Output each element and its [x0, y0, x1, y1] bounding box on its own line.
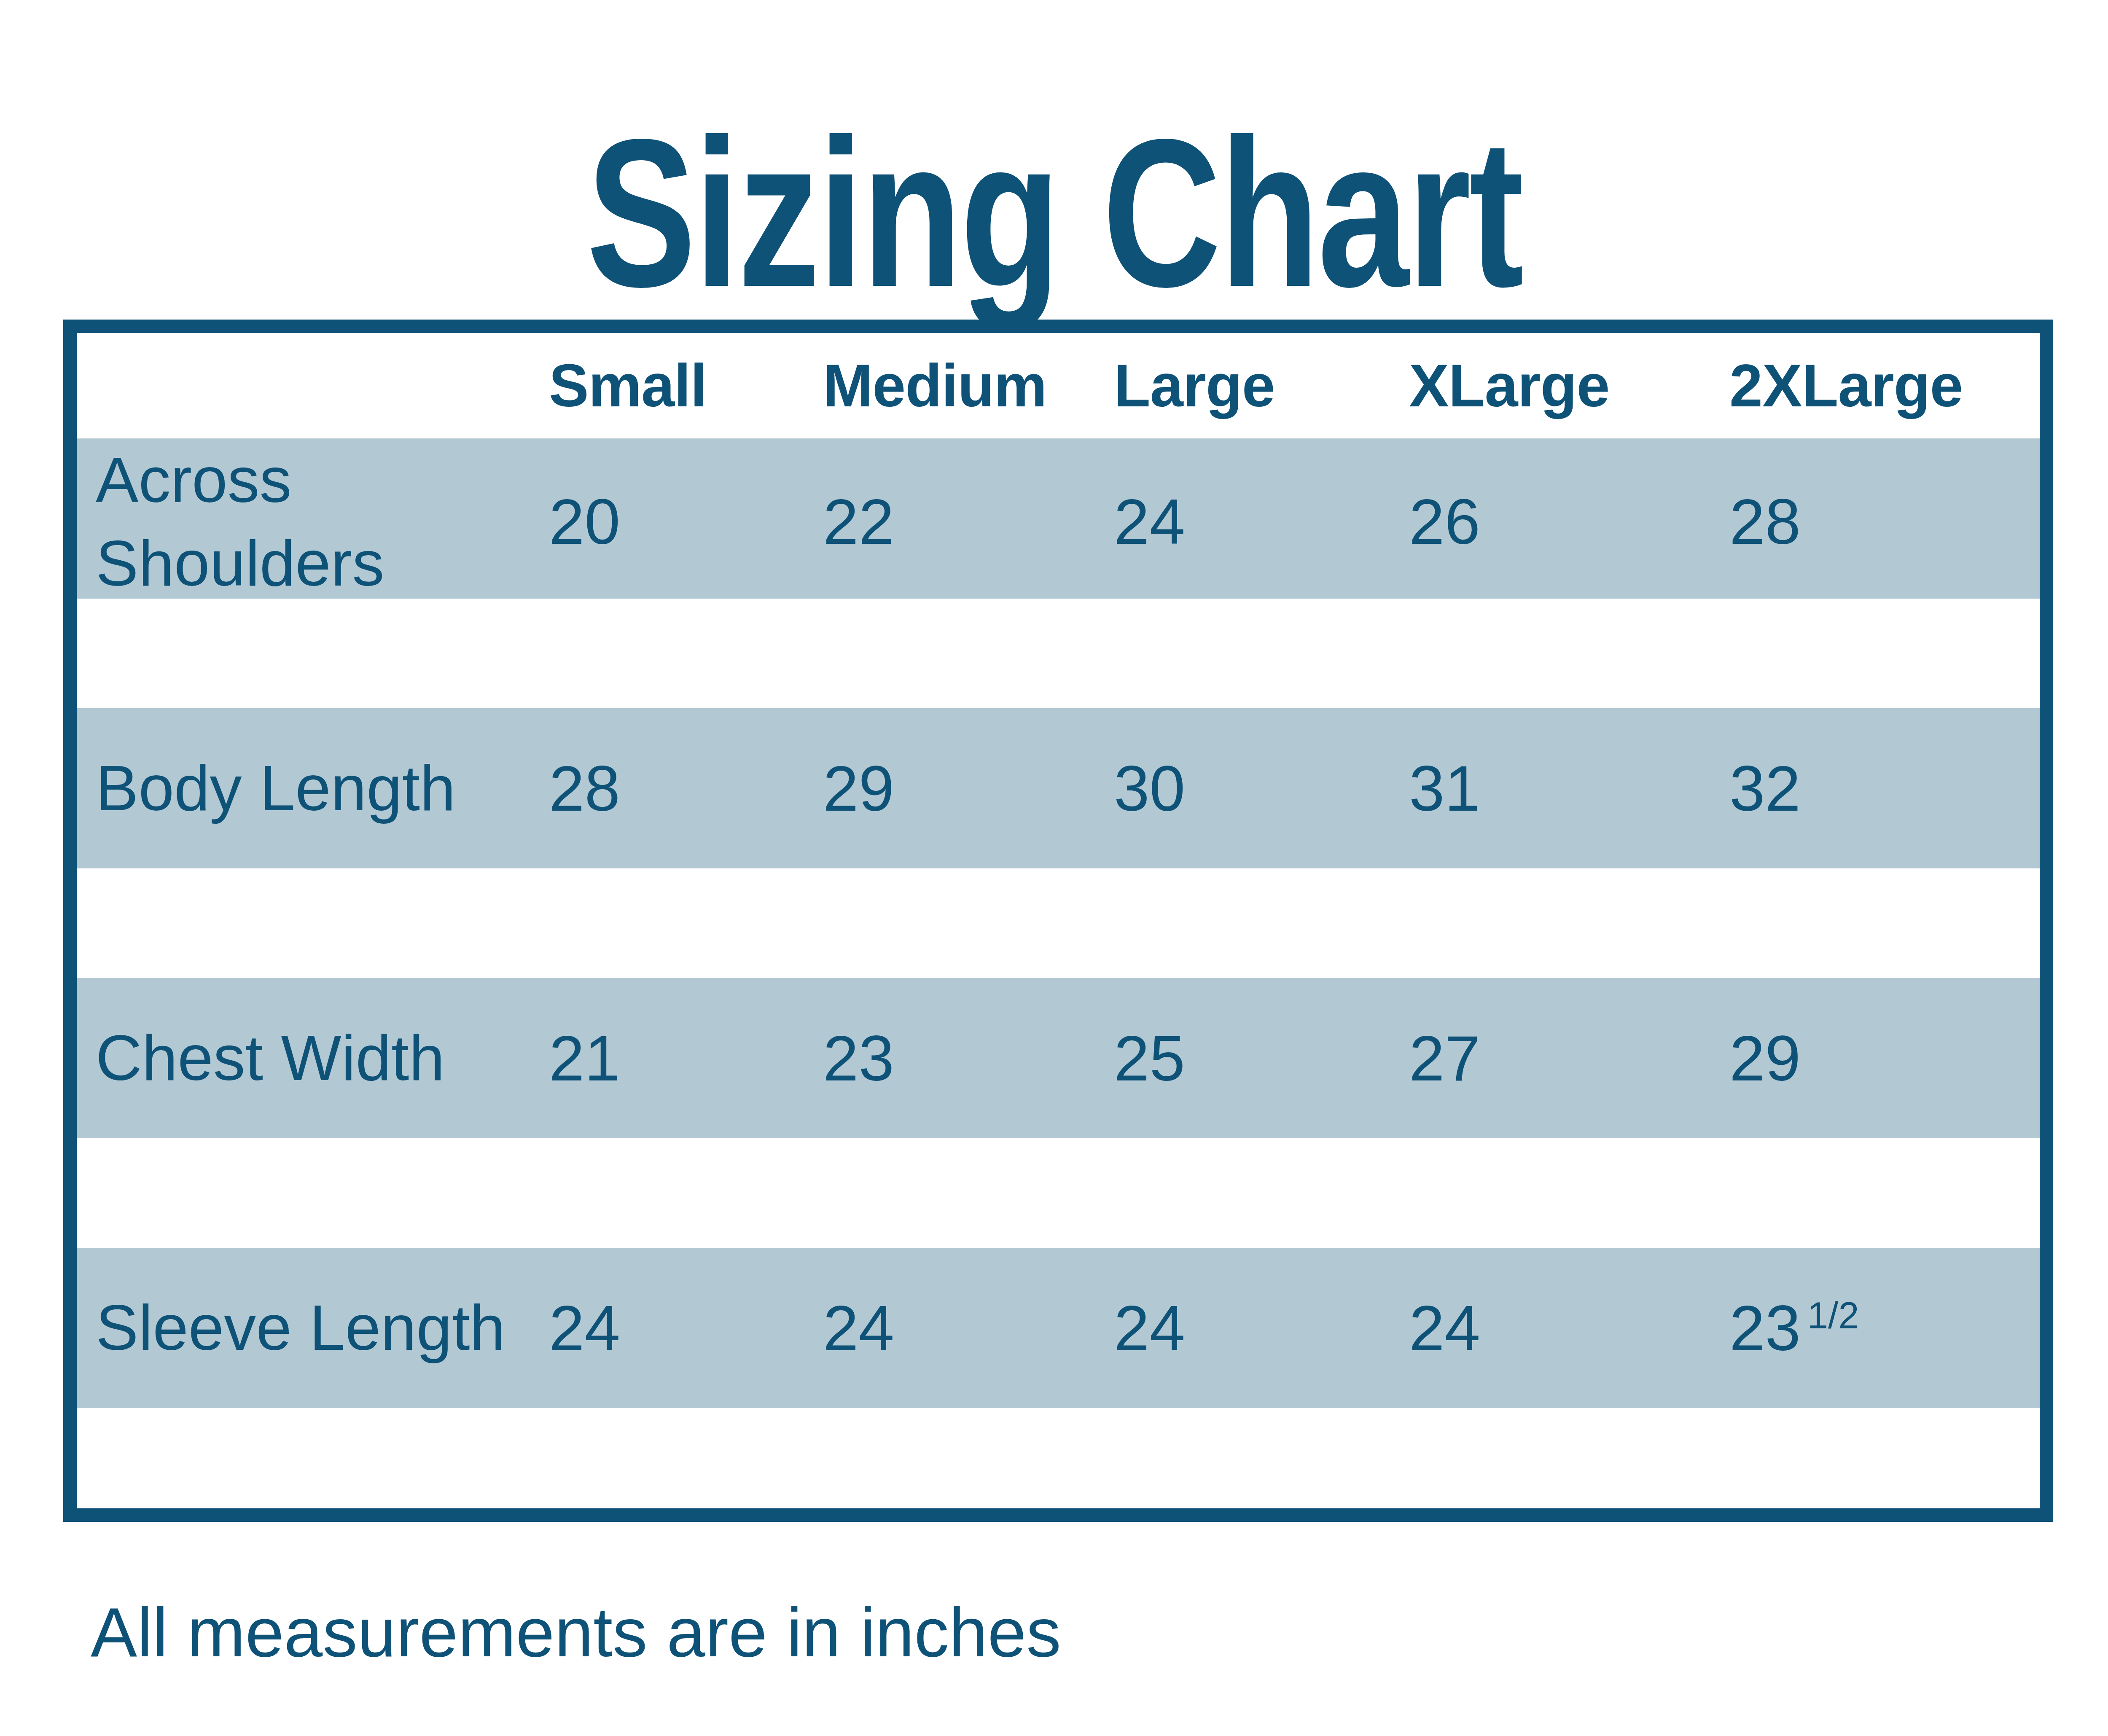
measurements-note: All measurements are in inches — [91, 1593, 1061, 1672]
cell-value: 30 — [1114, 752, 1409, 825]
row-label: Chest Width — [77, 1016, 549, 1100]
row-spacer — [77, 868, 2040, 978]
cell-value: 24 — [1114, 1291, 1409, 1365]
table-bottom-filler — [77, 1408, 2040, 1508]
page-title-text: Sizing Chart — [586, 107, 1522, 318]
cell-value: 20 — [549, 485, 823, 559]
cell-value: 23 — [823, 1021, 1114, 1095]
cell-value: 22 — [823, 485, 1114, 559]
column-header: Medium — [823, 351, 1114, 420]
page: Sizing Chart SmallMediumLargeXLarge2XLar… — [0, 0, 2108, 1736]
cell-value: 28 — [549, 752, 823, 825]
cell-value: 25 — [1114, 1021, 1409, 1095]
cell-value: 21 — [549, 1021, 823, 1095]
table-row: Across Shoulders2022242628 — [77, 438, 2040, 599]
cell-value: 24 — [1114, 485, 1409, 559]
cell-value: 26 — [1409, 485, 1729, 559]
table-row: Sleeve Length24242424231/2 — [77, 1248, 2040, 1408]
row-label: Body Length — [77, 747, 549, 830]
row-spacer — [77, 1138, 2040, 1248]
table-row: Body Length2829303132 — [77, 708, 2040, 868]
row-label: Across Shoulders — [77, 438, 549, 605]
cell-value: 29 — [823, 752, 1114, 825]
page-title: Sizing Chart — [0, 107, 2108, 318]
cell-value: 28 — [1729, 485, 2040, 559]
sizing-table: SmallMediumLargeXLarge2XLargeAcross Shou… — [63, 320, 2053, 1522]
cell-value: 24 — [823, 1291, 1114, 1365]
cell-value: 24 — [1409, 1291, 1729, 1365]
cell-value: 32 — [1729, 752, 2040, 825]
cell-value: 24 — [549, 1291, 823, 1365]
row-spacer — [77, 599, 2040, 708]
cell-value: 27 — [1409, 1021, 1729, 1095]
fraction-superscript: 1/2 — [1807, 1295, 1859, 1336]
cell-value: 231/2 — [1729, 1291, 2040, 1365]
cell-value: 29 — [1729, 1021, 2040, 1095]
column-header: 2XLarge — [1729, 351, 2040, 420]
column-header: XLarge — [1409, 351, 1729, 420]
column-header: Small — [549, 351, 823, 420]
column-header: Large — [1114, 351, 1409, 420]
cell-value: 31 — [1409, 752, 1729, 825]
row-label: Sleeve Length — [77, 1286, 549, 1370]
table-row: Chest Width2123252729 — [77, 978, 2040, 1138]
header-row: SmallMediumLargeXLarge2XLarge — [77, 333, 2040, 438]
